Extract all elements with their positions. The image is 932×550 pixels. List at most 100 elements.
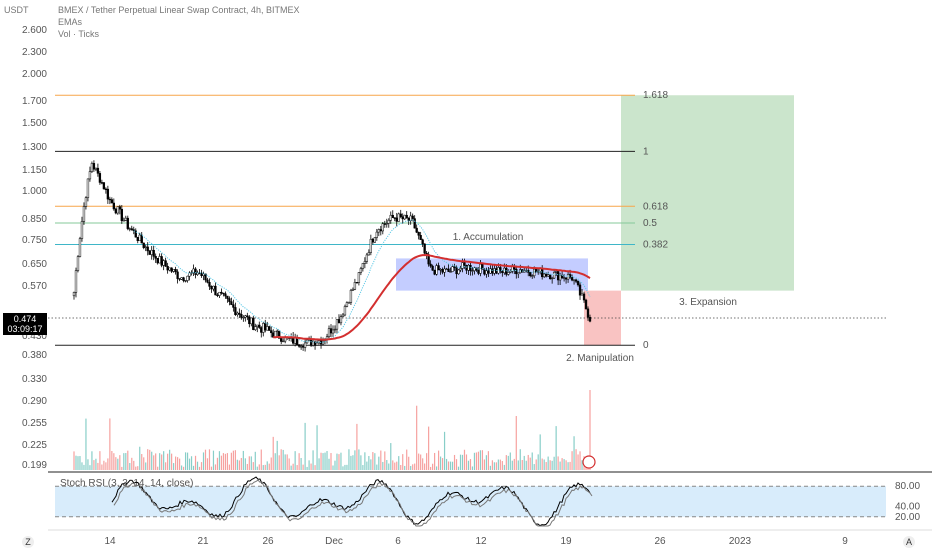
volume-bar — [171, 453, 173, 470]
volume-bar — [83, 464, 85, 470]
volume-bar — [133, 460, 135, 470]
zoom-button[interactable]: Z — [22, 536, 34, 548]
volume-bar — [244, 458, 246, 470]
volume-bar — [216, 457, 219, 470]
candle-body — [381, 223, 384, 232]
volume-bar — [551, 460, 553, 470]
candle-body — [86, 178, 90, 198]
volume-bar — [200, 462, 203, 470]
candle-body — [222, 292, 225, 295]
volume-bar — [453, 454, 456, 470]
candle-body — [341, 314, 345, 317]
volume-bar — [165, 462, 167, 470]
volume-bar — [525, 460, 527, 470]
candle-body — [232, 304, 235, 308]
candle-body — [150, 249, 153, 255]
candle-body — [562, 277, 566, 279]
volume-bar — [101, 464, 103, 470]
candle-body — [363, 261, 367, 264]
candle-body — [106, 188, 110, 200]
price-axis-tick: 2.600 — [22, 25, 47, 36]
volume-bar — [242, 450, 244, 470]
ema-indicator-label[interactable]: EMAs — [58, 17, 83, 27]
volume-bar — [368, 456, 370, 470]
candle-body — [431, 265, 434, 271]
volume-bar — [135, 466, 137, 470]
candle-body — [309, 339, 313, 346]
volume-bar — [521, 460, 523, 470]
currency-label: USDT — [4, 5, 29, 15]
volume-bar — [105, 462, 107, 470]
volume-bar — [404, 465, 406, 470]
candle-body — [379, 229, 382, 232]
volume-bar — [567, 462, 569, 470]
candle-body — [246, 315, 249, 318]
volume-bar — [342, 466, 344, 470]
candle-body — [118, 206, 121, 210]
candle-body — [337, 319, 341, 324]
volume-bar — [380, 450, 382, 470]
candle-body — [170, 267, 173, 272]
volume-bar — [145, 462, 147, 470]
candle-body — [268, 326, 271, 331]
volume-bar — [222, 453, 225, 470]
candle-body — [278, 330, 281, 339]
candle-body — [72, 292, 76, 297]
candle-body — [158, 256, 161, 264]
volume-bar — [386, 460, 388, 470]
volume-bar — [457, 466, 460, 470]
ema-slow-line — [273, 253, 591, 341]
candle-body — [301, 346, 305, 348]
fib-level-label: 1.618 — [643, 90, 668, 101]
candle-body — [134, 230, 137, 238]
volume-bar — [173, 463, 175, 470]
volume-indicator-label[interactable]: Vol · Ticks — [58, 29, 100, 39]
volume-bar — [441, 458, 444, 470]
candle-body — [160, 256, 163, 266]
candle-body — [204, 273, 207, 281]
volume-bar — [346, 464, 348, 470]
volume-bar — [517, 460, 519, 470]
candle-body — [357, 272, 361, 283]
volume-bar — [424, 463, 426, 470]
volume-bar — [175, 456, 177, 470]
candle-body — [447, 268, 450, 272]
volume-bar — [258, 464, 260, 470]
candle-body — [457, 269, 460, 275]
volume-bar — [310, 463, 312, 470]
candle-body — [126, 217, 129, 229]
candle-body — [419, 235, 422, 240]
candle-body — [339, 316, 343, 324]
candle-body — [441, 269, 444, 273]
volume-bar — [527, 454, 529, 470]
volume-bar — [123, 453, 125, 470]
fib-level-label: 0.5 — [643, 218, 657, 229]
candle-body — [132, 229, 135, 232]
candle-body — [142, 242, 145, 248]
candle-body — [88, 171, 92, 180]
volume-bar — [455, 459, 458, 470]
volume-bar — [396, 461, 398, 470]
candle-body — [353, 282, 357, 290]
candle-body — [556, 271, 560, 281]
candle-body — [487, 270, 490, 274]
candle-body — [517, 272, 520, 275]
volume-bar — [129, 463, 131, 470]
volume-bar — [155, 453, 157, 470]
price-axis-tick: 0.850 — [22, 214, 47, 225]
volume-bar — [188, 458, 191, 470]
volume-bar — [141, 454, 143, 470]
volume-bar — [553, 456, 555, 470]
candle-body — [188, 272, 191, 277]
candle-body — [138, 234, 141, 242]
volume-bar — [469, 459, 472, 470]
volume-bar — [226, 453, 229, 470]
annotation-expansion: 3. Expansion — [679, 297, 737, 308]
volume-bar — [268, 463, 270, 470]
auto-scale-button[interactable]: A — [903, 536, 915, 548]
volume-bar — [326, 451, 328, 470]
volume-bar — [499, 459, 501, 470]
candle-body — [206, 279, 209, 283]
volume-bar — [412, 464, 414, 470]
